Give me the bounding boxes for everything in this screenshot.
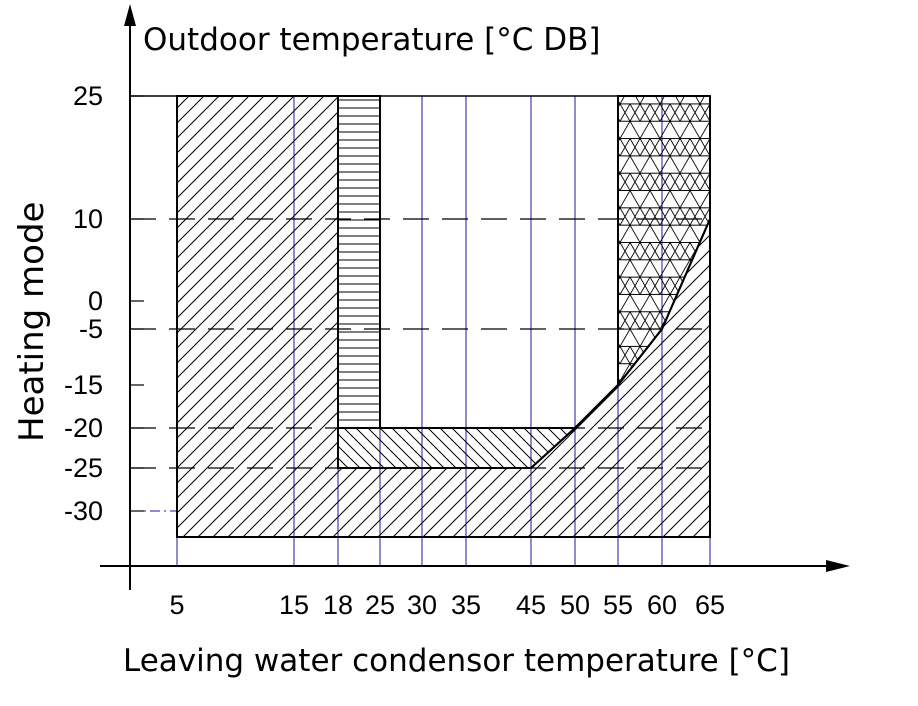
x-tick-label: 45 [516, 590, 546, 620]
x-axis-arrow [826, 560, 850, 572]
x-tick-label: 60 [647, 590, 677, 620]
y-tick-label: -15 [64, 370, 103, 400]
y-axis-arrow [124, 4, 136, 26]
y-tick-label: 25 [73, 81, 103, 111]
x-tick-labels: 5 15 18 25 30 35 45 50 55 60 65 [169, 590, 725, 620]
axes [100, 4, 850, 590]
outer-frame [176, 96, 711, 538]
y-tick-label: -30 [64, 496, 103, 526]
operating-regions [176, 95, 711, 538]
x-tick-label: 25 [365, 590, 395, 620]
x-axis-title: Leaving water condensor temperature [°C] [123, 643, 790, 679]
x-tick-label: 35 [451, 590, 481, 620]
x-tick-label: 65 [695, 590, 725, 620]
y-tick-label: -25 [64, 453, 103, 483]
x-tick-label: 15 [279, 590, 309, 620]
x-tick-label: 5 [169, 590, 184, 620]
x-tick-label: 18 [323, 590, 353, 620]
inner-cutout-outline [379, 96, 619, 429]
y-tick-label: -20 [64, 413, 103, 443]
x-tick-label: 55 [603, 590, 633, 620]
y-tick-labels: 25 10 0-5 -15 -20 -25 -30 [64, 81, 144, 526]
region-horizontal-hatch [337, 95, 381, 429]
y-axis-title: Outdoor temperature [°C DB] [143, 22, 600, 58]
y-tick-label: 10 [73, 204, 103, 234]
x-tick-label: 30 [407, 590, 437, 620]
y-tick-label: 0 [88, 286, 103, 316]
heating-mode-label: Heating mode [12, 202, 52, 442]
x-tick-label: 50 [560, 590, 590, 620]
envelope-outline [130, 95, 711, 538]
y-tick-label: -5 [79, 314, 103, 344]
